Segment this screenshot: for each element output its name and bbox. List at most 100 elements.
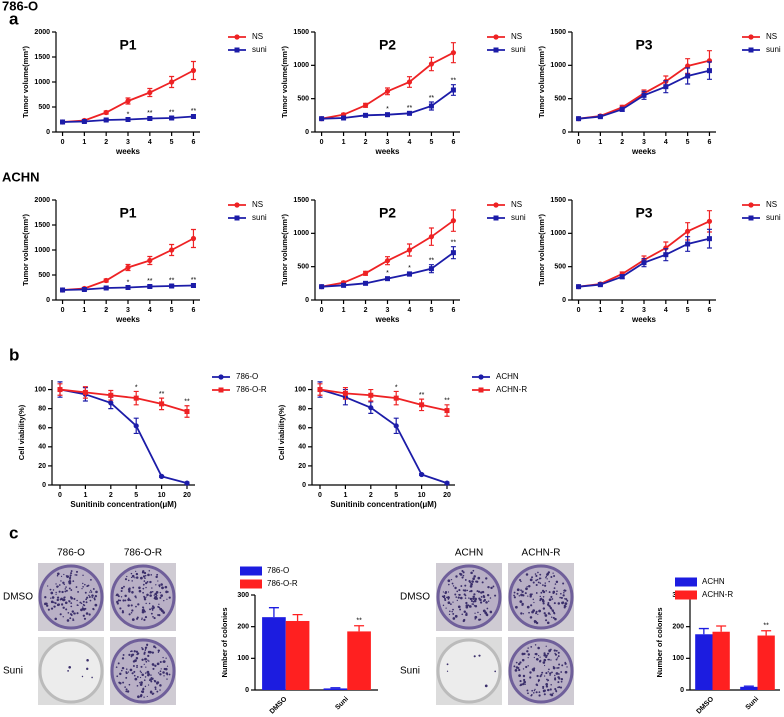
colony bbox=[540, 577, 542, 580]
colony bbox=[515, 661, 518, 664]
x-tick-label: Suni bbox=[745, 696, 761, 712]
colony bbox=[147, 659, 149, 661]
legend-marker bbox=[748, 47, 754, 53]
colony bbox=[452, 585, 455, 587]
dish bbox=[436, 638, 502, 704]
colony bbox=[161, 586, 164, 590]
photo-column-label: ACHN bbox=[455, 548, 483, 559]
colony bbox=[560, 686, 563, 689]
colony bbox=[153, 680, 157, 683]
colony bbox=[72, 580, 75, 583]
colony bbox=[558, 602, 560, 605]
colony bbox=[525, 573, 529, 576]
colony bbox=[55, 593, 57, 595]
colony bbox=[154, 664, 157, 667]
colony bbox=[554, 617, 557, 621]
colony bbox=[533, 692, 535, 694]
colony bbox=[564, 662, 567, 665]
colony bbox=[449, 610, 451, 613]
bar bbox=[712, 631, 730, 690]
point bbox=[685, 73, 691, 79]
colony bbox=[127, 604, 130, 607]
colony bbox=[556, 657, 559, 659]
colony bbox=[549, 688, 552, 691]
colony bbox=[560, 680, 563, 683]
colony bbox=[68, 580, 72, 583]
colony bbox=[492, 585, 495, 588]
colony bbox=[560, 592, 562, 595]
colony bbox=[68, 587, 71, 590]
colony bbox=[154, 688, 157, 691]
x-tick-label: 5 bbox=[429, 139, 433, 146]
colony bbox=[163, 675, 165, 677]
colony bbox=[527, 656, 529, 659]
legend-marker bbox=[218, 374, 224, 380]
colony bbox=[535, 691, 538, 694]
colony bbox=[519, 684, 522, 687]
series-line bbox=[59, 388, 188, 413]
colony bbox=[83, 617, 87, 620]
colony bbox=[534, 573, 537, 575]
x-tick-label: 6 bbox=[451, 139, 455, 146]
x-tick-label: 0 bbox=[318, 492, 322, 499]
y-tick-label: 500 bbox=[554, 96, 566, 103]
colony bbox=[526, 605, 530, 609]
colony bbox=[121, 667, 124, 669]
x-tick-label: Suni bbox=[334, 696, 350, 712]
y-axis-label: Number of colonies bbox=[655, 607, 664, 677]
point bbox=[363, 112, 369, 118]
colony bbox=[552, 610, 555, 613]
colony bbox=[525, 587, 528, 591]
legend-label: ACHN bbox=[702, 577, 725, 586]
colony bbox=[88, 613, 91, 616]
point bbox=[576, 284, 582, 290]
colony bbox=[533, 656, 535, 659]
point bbox=[342, 390, 348, 396]
point bbox=[103, 285, 109, 291]
colony bbox=[67, 611, 70, 614]
point bbox=[597, 114, 603, 120]
colony bbox=[154, 686, 157, 689]
colony bbox=[130, 604, 133, 607]
colony bbox=[119, 599, 122, 602]
y-tick-label: 200 bbox=[672, 624, 684, 631]
colony bbox=[542, 602, 545, 605]
colony bbox=[542, 607, 546, 610]
x-tick-label: 0 bbox=[320, 139, 324, 146]
colony bbox=[545, 619, 548, 622]
y-tick-label: 500 bbox=[554, 264, 566, 271]
point bbox=[108, 400, 114, 406]
colony bbox=[56, 574, 59, 577]
legend-label: NS bbox=[511, 200, 522, 209]
colony bbox=[81, 675, 84, 678]
y-tick-label: 1500 bbox=[293, 29, 309, 36]
colony bbox=[66, 619, 70, 622]
colony bbox=[545, 656, 548, 659]
colony bbox=[135, 650, 139, 653]
colony bbox=[452, 608, 454, 611]
colony bbox=[548, 598, 552, 602]
point bbox=[444, 408, 450, 414]
colony bbox=[47, 608, 50, 611]
colony bbox=[69, 574, 72, 577]
colony bbox=[130, 572, 133, 575]
point bbox=[169, 115, 175, 121]
colony bbox=[447, 579, 451, 583]
colony bbox=[522, 613, 525, 615]
colony bbox=[125, 676, 128, 679]
colony bbox=[452, 601, 454, 603]
colony bbox=[469, 597, 473, 601]
colony bbox=[444, 599, 447, 601]
colony bbox=[552, 692, 554, 695]
colony bbox=[556, 590, 558, 593]
colony bbox=[53, 605, 56, 608]
colony bbox=[66, 575, 69, 578]
colony bbox=[537, 646, 540, 650]
photo-column-label: 786-O-R bbox=[124, 548, 162, 559]
colony bbox=[543, 658, 547, 662]
colony bbox=[552, 616, 555, 619]
colony bbox=[138, 682, 141, 684]
legend-marker bbox=[748, 202, 754, 208]
x-tick-label: 0 bbox=[58, 492, 62, 499]
bar bbox=[740, 686, 758, 690]
